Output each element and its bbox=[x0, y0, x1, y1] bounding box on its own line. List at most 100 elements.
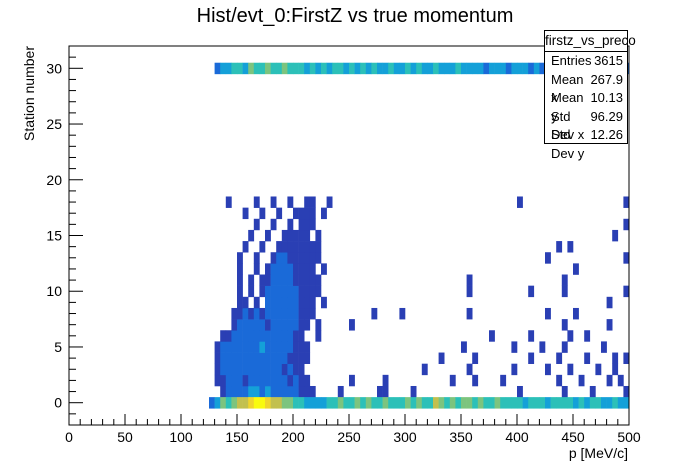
heatmap-cell bbox=[276, 252, 283, 264]
heatmap-cell bbox=[225, 330, 232, 342]
heatmap-cell bbox=[259, 307, 266, 320]
heatmap-cell bbox=[237, 274, 243, 286]
heatmap-cell bbox=[461, 341, 467, 353]
heatmap-cell bbox=[304, 319, 311, 331]
heatmap-cell bbox=[293, 263, 299, 275]
heatmap-cell bbox=[438, 62, 445, 75]
heatmap-cell bbox=[556, 352, 563, 364]
heatmap-cell bbox=[259, 285, 266, 298]
heatmap-cell bbox=[248, 352, 255, 364]
stats-row: Std Dev y 12.26 bbox=[545, 126, 627, 161]
heatmap-cell bbox=[298, 397, 305, 409]
x-tick-label: 450 bbox=[561, 429, 585, 445]
heatmap-cell bbox=[293, 62, 299, 75]
heatmap-cell bbox=[253, 397, 260, 409]
heatmap-cell bbox=[242, 397, 249, 409]
heatmap-cell bbox=[287, 363, 294, 376]
heatmap-cell bbox=[304, 241, 311, 253]
heatmap-cell bbox=[522, 397, 529, 409]
heatmap-cell bbox=[265, 363, 271, 376]
heatmap-cell bbox=[455, 62, 462, 75]
heatmap-cell bbox=[248, 229, 255, 242]
heatmap-cell bbox=[449, 62, 456, 75]
heatmap-cell bbox=[259, 385, 266, 398]
heatmap-cell bbox=[237, 341, 243, 353]
heatmap-cell bbox=[259, 330, 266, 342]
heatmap-cell bbox=[545, 397, 551, 409]
heatmap-cell bbox=[225, 363, 232, 376]
heatmap-cell bbox=[511, 62, 518, 75]
heatmap-cell bbox=[606, 374, 613, 387]
x-tick-label: 0 bbox=[65, 429, 73, 445]
heatmap-cell bbox=[304, 341, 311, 353]
heatmap-cell bbox=[265, 229, 271, 242]
heatmap-cell bbox=[561, 385, 568, 398]
heatmap-cell bbox=[265, 62, 271, 75]
heatmap-cell bbox=[589, 397, 596, 409]
heatmap-cell bbox=[304, 218, 311, 231]
stats-rows: Entries 3615 Mean x 267.9 Mean y 10.13 Std Dev… bbox=[545, 52, 627, 161]
heatmap-cell bbox=[270, 307, 277, 320]
heatmap-cell bbox=[225, 385, 232, 398]
y-tick-label: 15 bbox=[46, 228, 62, 244]
heatmap-cell bbox=[623, 285, 630, 298]
x-tick-label: 100 bbox=[169, 429, 193, 445]
heatmap-cell bbox=[399, 307, 406, 320]
heatmap-cell bbox=[270, 218, 277, 231]
heatmap-cell bbox=[472, 374, 479, 387]
heatmap-cell bbox=[377, 385, 383, 398]
heatmap-cell bbox=[242, 62, 249, 75]
y-tick-label: 20 bbox=[46, 172, 62, 188]
heatmap-cell bbox=[578, 397, 585, 409]
heatmap-cell bbox=[304, 352, 311, 364]
chart-title: Hist/evt_0:FirstZ vs true momentum bbox=[197, 5, 514, 27]
heatmap-cell bbox=[259, 62, 266, 75]
heatmap-cell bbox=[556, 397, 563, 409]
heatmap-cell bbox=[276, 274, 283, 286]
heatmap-cell bbox=[253, 385, 260, 398]
stats-row: Mean x 267.9 bbox=[545, 71, 627, 106]
heatmap-cell bbox=[326, 397, 333, 409]
heatmap-cell bbox=[388, 62, 395, 75]
heatmap-cell bbox=[281, 252, 288, 264]
heatmap-cell bbox=[242, 241, 249, 253]
heatmap-cell bbox=[259, 241, 266, 253]
heatmap-cell bbox=[309, 207, 316, 220]
heatmap-cell bbox=[293, 252, 299, 264]
heatmap-cell bbox=[584, 352, 591, 364]
heatmap-cell bbox=[281, 263, 288, 275]
heatmap-cell bbox=[281, 274, 288, 286]
x-tick-label: 300 bbox=[393, 429, 417, 445]
heatmap-cell bbox=[343, 62, 350, 75]
heatmap-cell bbox=[304, 397, 311, 409]
x-tick-label: 150 bbox=[225, 429, 249, 445]
heatmap-cell bbox=[472, 352, 479, 364]
heatmap-cell bbox=[399, 62, 406, 75]
heatmap-cell bbox=[601, 341, 607, 353]
heatmap-cell bbox=[237, 374, 243, 387]
heatmap-cell bbox=[567, 241, 574, 253]
heatmap-cell bbox=[248, 363, 255, 376]
heatmap-cell bbox=[281, 241, 288, 253]
heatmap-cell bbox=[595, 363, 602, 376]
heatmap-cell bbox=[276, 263, 283, 275]
heatmap-cell bbox=[281, 307, 288, 320]
heatmap-cell bbox=[511, 363, 518, 376]
heatmap-cell bbox=[533, 397, 540, 409]
heatmap-cell bbox=[276, 285, 283, 298]
heatmap-cell bbox=[444, 397, 451, 409]
heatmap-cell bbox=[293, 374, 299, 387]
stats-title: firstz_vs_preco bbox=[545, 31, 636, 52]
heatmap-cell bbox=[388, 397, 395, 409]
heatmap-cell bbox=[265, 341, 271, 353]
heatmap-cell bbox=[315, 274, 322, 286]
heatmap-cell bbox=[237, 363, 243, 376]
heatmap-cell bbox=[444, 62, 451, 75]
heatmap-cell bbox=[287, 62, 294, 75]
heatmap-cell bbox=[293, 307, 299, 320]
heatmap-cell bbox=[270, 341, 277, 353]
heatmap-cell bbox=[617, 374, 624, 387]
heatmap-cell bbox=[242, 296, 249, 309]
heatmap-cell bbox=[265, 285, 271, 298]
heatmap-cell bbox=[265, 397, 271, 409]
